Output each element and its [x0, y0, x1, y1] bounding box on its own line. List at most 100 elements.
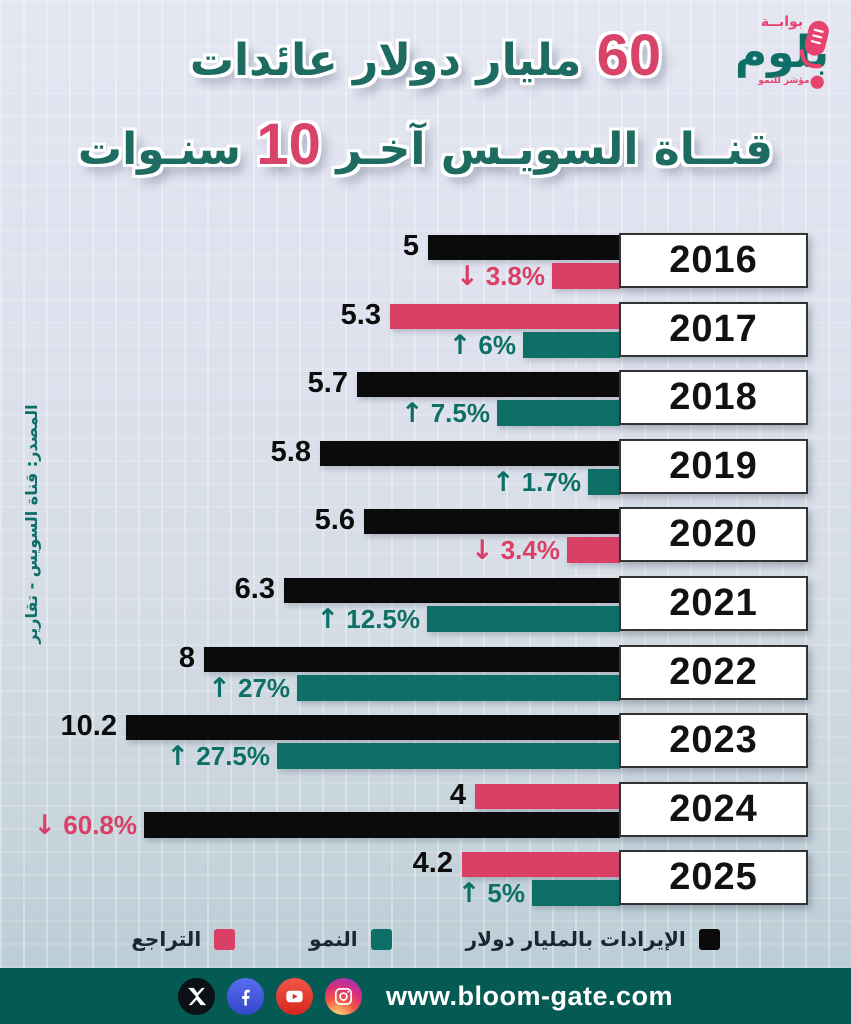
arrow-up-icon: ↑: [491, 466, 515, 498]
revenue-value-label: 5.8: [270, 435, 311, 468]
title-number-10: 10: [256, 112, 321, 177]
change-bar: [532, 880, 620, 907]
arrow-down-icon: ↓: [455, 261, 479, 292]
bloom-gate-logo: بوابــة بلوم مؤشر للنمو: [705, 14, 833, 89]
legend-label-decline: التراجع: [131, 927, 202, 951]
arrow-up-icon: ↑: [448, 329, 472, 361]
footer-bar: www.bloom-gate.com: [0, 968, 851, 1024]
year-box: 2025: [619, 850, 808, 906]
revenue-bar: [390, 303, 620, 329]
revenue-bar: [204, 646, 620, 672]
change-bar: [297, 674, 620, 701]
arrow-down-icon: ↓: [470, 535, 494, 567]
change-bar: [427, 606, 620, 632]
youtube-icon[interactable]: [275, 977, 313, 1015]
x-twitter-icon[interactable]: [177, 977, 215, 1015]
chart-row: 8 ↑ 27% 2022: [0, 641, 851, 704]
arrow-down-icon: ↓: [33, 809, 57, 841]
change-bar: [497, 400, 620, 427]
arrow-up-icon: ↑: [316, 604, 340, 635]
legend-label-growth: النمو: [309, 927, 358, 951]
change-percent-label: ↓ 3.4%: [470, 535, 560, 567]
change-bar: [277, 743, 620, 770]
arrow-up-icon: ↑: [166, 741, 190, 773]
arrow-up-icon: ↑: [457, 878, 481, 910]
change-percent-label: ↓ 60.8%: [33, 809, 137, 841]
chart-legend: الإيرادات بالمليار دولار النمو التراجع: [0, 927, 851, 951]
legend-label-revenue: الإيرادات بالمليار دولار: [465, 927, 686, 951]
chart-row: 4.2 ↑ 5% 2025: [0, 847, 851, 910]
chart-row: 4 ↓ 60.8% 2024: [0, 778, 851, 841]
year-box: 2018: [619, 370, 808, 426]
change-bar: [588, 468, 620, 495]
revenue-swatch: [698, 928, 720, 950]
website-url[interactable]: www.bloom-gate.com: [385, 980, 673, 1011]
change-percent-label: ↑ 27%: [208, 672, 290, 704]
legend-item: التراجع: [131, 927, 236, 951]
revenue-bar: [320, 440, 620, 466]
page-title: 60 مليار دولار عائدات قنــاة السويـس آخـ…: [0, 14, 851, 192]
change-bar: [552, 263, 620, 289]
revenue-value-label: 8: [178, 641, 195, 674]
year-box: 2023: [619, 713, 808, 769]
year-box: 2021: [619, 576, 808, 631]
year-box: 2020: [619, 507, 808, 563]
revenue-value-label: 5: [402, 230, 419, 262]
revenue-value-label: 4.2: [412, 847, 453, 880]
year-box: 2019: [619, 438, 808, 494]
chart-row: 5.6 ↓ 3.4% 2020: [0, 504, 851, 567]
revenue-bar: [462, 852, 620, 878]
year-box: 2017: [619, 301, 808, 357]
decline-swatch: [214, 928, 236, 950]
change-bar: [523, 331, 620, 358]
change-bar: [144, 811, 620, 838]
revenue-value-label: 6.3: [234, 573, 275, 605]
logo-top-text: بوابــة: [760, 14, 804, 30]
microphone-icon: [799, 20, 829, 89]
change-bar: [567, 537, 620, 564]
revenue-value-label: 5.7: [307, 367, 348, 400]
title-line-2-pre: قنــاة السويـس آخـر: [336, 124, 774, 175]
revenue-bar: [364, 509, 620, 535]
growth-swatch: [370, 928, 392, 950]
arrow-up-icon: ↑: [208, 672, 231, 704]
change-percent-label: ↑ 1.7%: [491, 466, 581, 498]
year-box: 2024: [619, 781, 808, 837]
change-percent-label: ↑ 5%: [457, 878, 525, 910]
chart-row: 5.3 ↑ 6% 2017: [0, 298, 851, 361]
change-percent-label: ↑ 27.5%: [166, 741, 270, 773]
revenue-bar: [475, 783, 620, 809]
change-percent-label: ↑ 6%: [448, 329, 516, 361]
revenue-value-label: 10.2: [60, 710, 117, 743]
revenue-value-label: 5.3: [340, 298, 381, 331]
year-box: 2022: [619, 644, 808, 700]
source-note: المصدر: قناة السويس - تقارير: [22, 404, 41, 644]
revenue-bar: [126, 715, 620, 741]
arrow-up-icon: ↑: [400, 398, 424, 430]
change-percent-label: ↑ 7.5%: [400, 398, 490, 430]
title-number-60: 60: [596, 23, 662, 88]
change-percent-label: ↓ 3.8%: [455, 261, 545, 292]
revenue-bar: [357, 372, 620, 398]
revenue-value-label: 4: [449, 778, 466, 811]
title-line-1: 60 مليار دولار عائدات: [0, 14, 851, 103]
legend-item: النمو: [309, 927, 392, 951]
title-line-1-text: مليار دولار عائدات: [189, 35, 582, 86]
chart-row: 10.2 ↑ 27.5% 2023: [0, 710, 851, 773]
change-percent-label: ↑ 12.5%: [316, 604, 420, 635]
chart-row: 5.8 ↑ 1.7% 2019: [0, 435, 851, 498]
chart-row: 6.3 ↑ 12.5% 2021: [0, 573, 851, 635]
year-box: 2016: [619, 233, 808, 288]
revenue-value-label: 5.6: [314, 504, 355, 537]
chart-row: 5.7 ↑ 7.5% 2018: [0, 367, 851, 430]
instagram-icon[interactable]: [324, 977, 362, 1015]
legend-item: الإيرادات بالمليار دولار: [466, 927, 720, 951]
revenue-bar: [284, 578, 620, 603]
chart-row: 5 ↓ 3.8% 2016: [0, 230, 851, 292]
title-line-2-post: سنـوات: [77, 124, 242, 175]
logo-tagline: مؤشر للنمو: [758, 76, 810, 86]
title-line-2: قنــاة السويـس آخـر 10 سنـوات: [0, 103, 851, 192]
revenue-bar: [428, 235, 620, 260]
facebook-icon[interactable]: [226, 977, 264, 1015]
